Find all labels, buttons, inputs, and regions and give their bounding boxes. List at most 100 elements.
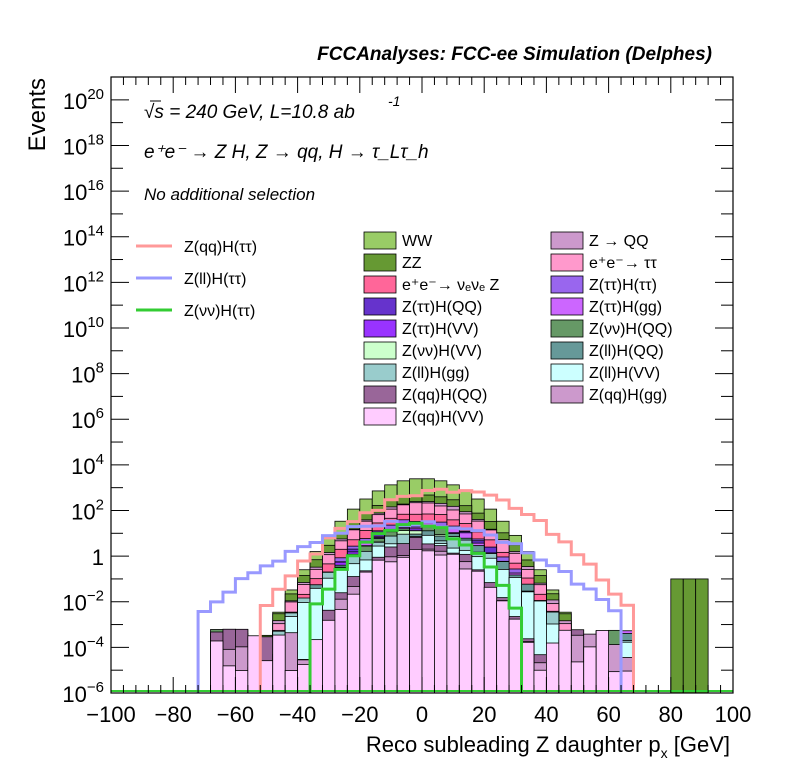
- legend-col2-label: Z(νν)H(QQ): [589, 321, 673, 338]
- y-tick-base: 10: [71, 363, 95, 388]
- legend-label: Z(νν)H(ττ): [184, 303, 255, 320]
- legend-col1-label: WW: [402, 233, 433, 250]
- bar: [421, 550, 435, 693]
- legend-col1-swatch: [363, 275, 397, 294]
- legend-col1-swatch: [363, 319, 397, 338]
- legend-col1-label: Z(qq)H(QQ): [402, 387, 487, 404]
- legend-col1-label: Z(ll)H(gg): [402, 365, 470, 382]
- y-tick-label: 1018: [63, 131, 104, 159]
- y-tick-base: 10: [62, 591, 86, 616]
- y-tick-label: 108: [71, 360, 104, 388]
- x-tick-label: −60: [217, 702, 254, 727]
- y-tick-label: 1: [92, 545, 104, 570]
- y-tick-exp: 6: [96, 405, 104, 422]
- bar: [521, 641, 535, 693]
- x-tick-label: 80: [659, 702, 683, 727]
- bar: [272, 634, 286, 693]
- y-tick-label: 10−2: [62, 588, 104, 616]
- y-tick-base: 10: [71, 408, 95, 433]
- legend-col2-swatch: [550, 341, 584, 360]
- bar: [409, 549, 423, 693]
- legend-col2-swatch: [550, 275, 584, 294]
- annotation-energy-exp: -1: [388, 93, 400, 109]
- legend-col1-swatch: [363, 363, 397, 382]
- legend-col2-swatch: [550, 253, 584, 272]
- legend-col2-label: Z(ττ)H(ττ): [589, 277, 657, 294]
- y-axis-label: Events: [24, 78, 51, 151]
- y-tick-base: 10: [63, 271, 87, 296]
- bar: [384, 561, 398, 693]
- bar: [471, 570, 485, 693]
- y-tick-label: 1014: [63, 223, 104, 251]
- legend-col1-swatch: [363, 407, 397, 426]
- y-tick-exp: 20: [87, 86, 104, 103]
- y-tick-base: 10: [71, 499, 95, 524]
- legend-col1-label: Z(ττ)H(QQ): [402, 299, 482, 316]
- x-axis-label-main: Reco subleading Z daughter p: [366, 732, 661, 757]
- y-tick-base: 10: [63, 317, 87, 342]
- series-Z(qq)H(VV): [210, 549, 634, 693]
- bar: [284, 670, 299, 693]
- legend-col2-swatch: [550, 297, 584, 316]
- y-tick-label: 1016: [63, 177, 104, 205]
- bar: [458, 568, 473, 693]
- signal-line-Z(νν)H(ττ): [308, 521, 524, 693]
- legend-label: Z(qq)H(ττ): [184, 239, 257, 256]
- y-tick-base: 10: [63, 89, 87, 114]
- legend-col2-label: e⁺e⁻→ ττ: [589, 255, 657, 272]
- annotation-selection: No additional selection: [144, 185, 315, 204]
- legend-col2-swatch: [550, 231, 584, 250]
- x-tick-label: 40: [534, 702, 558, 727]
- legend-col1-swatch: [363, 341, 397, 360]
- legend-col2-label: Z → QQ: [589, 233, 649, 250]
- legend-col1-swatch: [363, 385, 397, 404]
- y-tick-exp: 12: [87, 268, 104, 285]
- y-tick-exp: 14: [87, 223, 104, 240]
- bar: [508, 618, 522, 693]
- y-tick-base: 10: [63, 134, 87, 159]
- legend-col2-swatch: [550, 385, 584, 404]
- y-tick-label: 1020: [63, 86, 104, 114]
- bar: [346, 593, 361, 693]
- legend-col2-swatch: [550, 319, 584, 338]
- bar: [446, 553, 460, 693]
- x-tick-label: 60: [596, 702, 620, 727]
- y-tick-exp: −2: [87, 588, 104, 605]
- y-tick-label: 104: [71, 451, 104, 479]
- y-tick-base: 10: [62, 636, 86, 661]
- x-tick-label: 0: [416, 702, 428, 727]
- y-tick-base: 10: [63, 226, 87, 251]
- annotation-process: e⁺e⁻ → Z H, Z → qq, H → τ_Lτ_h: [144, 142, 429, 163]
- bar: [583, 646, 597, 693]
- plot-area: [111, 478, 733, 693]
- annotation-energy: √s = 240 GeV, L=10.8 ab: [144, 102, 355, 123]
- chart-title: FCCAnalyses: FCC-ee Simulation (Delphes): [317, 44, 712, 65]
- y-tick-label: 102: [71, 496, 104, 524]
- x-tick-label: 20: [472, 702, 496, 727]
- bar: [309, 639, 323, 693]
- y-tick-label: 1010: [63, 314, 104, 342]
- x-axis-label: Reco subleading Z daughter px [GeV]: [366, 732, 730, 761]
- x-axis-label-unit: [GeV]: [668, 732, 730, 757]
- legend-col1-label: ZZ: [402, 255, 422, 272]
- legend-col2-label: Z(ll)H(VV): [589, 365, 660, 382]
- y-tick-label: 106: [71, 405, 104, 433]
- annotations: √s = 240 GeV, L=10.8 ab -1 e⁺e⁻ → Z H, Z →…: [144, 93, 429, 204]
- legend-col1-swatch: [363, 253, 397, 272]
- y-tick-exp: 10: [87, 314, 104, 331]
- bar: [682, 578, 697, 693]
- y-tick-exp: 18: [87, 131, 104, 148]
- bar: [210, 640, 224, 693]
- legend-col1-swatch: [363, 231, 397, 250]
- bar: [546, 642, 560, 693]
- bar: [322, 619, 336, 693]
- bar: [259, 660, 274, 693]
- legend-col2-label: Z(ll)H(QQ): [589, 343, 664, 360]
- bar: [496, 600, 510, 693]
- bar: [595, 630, 609, 693]
- legend-col2-label: Z(qq)H(gg): [589, 387, 667, 404]
- legend-col1-label: e⁺e⁻→ νₑνₑ Z: [402, 277, 499, 294]
- signal-line-Z(qq)H(ττ): [258, 487, 635, 693]
- bar: [396, 556, 410, 693]
